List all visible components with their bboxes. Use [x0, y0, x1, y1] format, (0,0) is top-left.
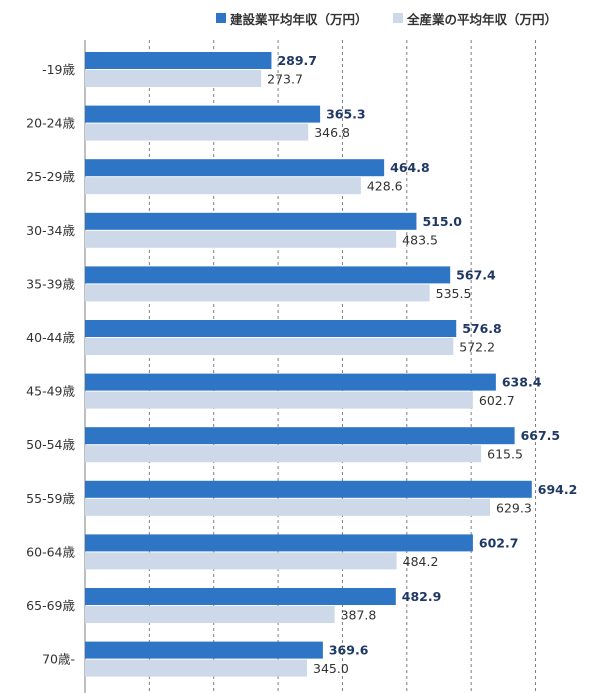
bar-construction	[85, 641, 323, 659]
legend-swatch-construction	[216, 13, 226, 23]
category-label: 50-54歳	[26, 437, 75, 452]
data-label-construction: 289.7	[277, 53, 317, 68]
category-label: 70歳-	[42, 652, 75, 667]
bar-all-industries	[85, 230, 397, 248]
legend-item-construction: 建設業平均年収（万円）	[216, 8, 368, 28]
data-label-construction: 365.3	[326, 107, 366, 122]
legend-item-all-industries: 全産業の平均年収（万円）	[393, 8, 557, 28]
bar-all-industries	[85, 177, 361, 195]
data-label-all-industries: 428.6	[367, 179, 403, 194]
bar-all-industries	[85, 70, 262, 87]
bar-construction	[85, 266, 451, 284]
category-label: 65-69歳	[26, 598, 75, 613]
data-label-all-industries: 629.3	[496, 500, 532, 515]
category-label: 35-39歳	[26, 276, 75, 291]
category-label: 40-44歳	[26, 330, 75, 345]
bar-construction	[85, 212, 417, 230]
bar-all-industries	[85, 552, 397, 570]
bar-all-industries	[85, 606, 335, 623]
data-label-construction: 464.8	[390, 160, 430, 175]
data-label-construction: 638.4	[502, 375, 542, 390]
data-label-all-industries: 273.7	[267, 72, 303, 87]
bar-all-industries	[85, 498, 491, 516]
legend-swatch-all-industries	[393, 13, 403, 23]
data-label-all-industries: 535.5	[436, 286, 472, 301]
data-label-all-industries: 346.8	[314, 125, 350, 140]
data-label-construction: 515.0	[422, 214, 462, 229]
category-label: 60-64歳	[26, 544, 75, 559]
bar-construction	[85, 534, 473, 552]
category-label: 45-49歳	[26, 384, 75, 399]
data-label-all-industries: 572.2	[459, 340, 495, 355]
bar-construction	[85, 588, 396, 605]
bar-construction	[85, 52, 272, 69]
bar-all-industries	[85, 659, 308, 677]
data-label-construction: 694.2	[538, 482, 578, 497]
bar-construction	[85, 105, 321, 123]
legend: 建設業平均年収（万円） 全産業の平均年収（万円）	[0, 8, 590, 28]
bar-construction	[85, 320, 457, 337]
data-label-construction: 482.9	[402, 589, 442, 604]
data-label-all-industries: 602.7	[479, 393, 515, 408]
category-label: 30-34歳	[26, 223, 75, 238]
data-label-construction: 602.7	[479, 535, 519, 550]
bar-all-industries	[85, 284, 430, 302]
category-label: 55-59歳	[26, 491, 75, 506]
data-label-all-industries: 345.0	[313, 661, 349, 676]
legend-label-all-industries: 全産業の平均年収（万円）	[407, 11, 558, 27]
legend-label-construction: 建設業平均年収（万円）	[230, 11, 368, 27]
bar-construction	[85, 159, 385, 177]
category-label: 25-29歳	[26, 169, 75, 184]
bar-construction	[85, 480, 532, 498]
data-label-construction: 567.4	[456, 267, 496, 282]
data-label-construction: 667.5	[521, 428, 561, 443]
bar-construction	[85, 373, 496, 391]
bar-all-industries	[85, 445, 482, 463]
data-label-all-industries: 615.5	[487, 447, 523, 462]
data-label-all-industries: 387.8	[341, 608, 377, 623]
bar-all-industries	[85, 338, 454, 355]
category-label: 20-24歳	[26, 116, 75, 131]
bar-all-industries	[85, 391, 473, 409]
bar-construction	[85, 427, 515, 445]
category-label: -19歳	[42, 62, 75, 77]
data-label-construction: 369.6	[329, 643, 369, 658]
bar-all-industries	[85, 123, 309, 141]
data-label-all-industries: 484.2	[403, 554, 439, 569]
data-label-construction: 576.8	[462, 321, 502, 336]
data-label-all-industries: 483.5	[402, 232, 438, 247]
